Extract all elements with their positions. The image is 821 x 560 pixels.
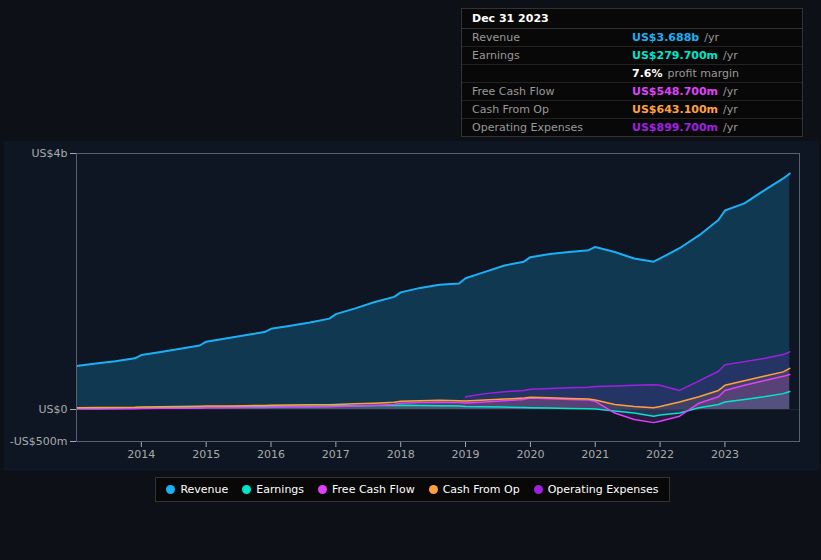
svg-text:2020: 2020 [516,448,544,461]
html-text:Free Cash Flow: Free Cash Flow [472,85,555,98]
svg-text:2019: 2019 [452,448,480,461]
html-text:Revenue: Revenue [472,31,520,44]
html-text:Earnings: Earnings [256,483,305,496]
svg-text:2023: 2023 [711,448,739,461]
html-text:US$279.700m /yr: US$279.700m /yr [632,49,738,62]
svg-text:2015: 2015 [192,448,220,461]
html-text:US$3.688b /yr: US$3.688b /yr [632,31,719,44]
html-text:Cash From Op: Cash From Op [472,103,549,116]
svg-text:-US$500m: -US$500m [10,435,68,448]
svg-text:US$4b: US$4b [31,147,67,160]
svg-text:2022: 2022 [646,448,674,461]
html-text:US$643.100m /yr: US$643.100m /yr [632,103,738,116]
html-text:Operating Expenses: Operating Expenses [472,121,583,134]
svg-text:US$0: US$0 [38,403,67,416]
svg-text:2021: 2021 [581,448,609,461]
html-text:Free Cash Flow: Free Cash Flow [332,483,415,496]
html-text:US$899.700m /yr: US$899.700m /yr [632,121,738,134]
html-text:Cash From Op: Cash From Op [442,483,520,496]
html-text:Revenue: Revenue [180,483,229,496]
html-text:US$548.700m /yr: US$548.700m /yr [632,85,738,98]
svg-text:2014: 2014 [127,448,155,461]
html-text:Earnings: Earnings [472,49,520,62]
html-text:7.6% profit margin: 7.6% profit margin [632,67,739,80]
html-text:Dec 31 2023: Dec 31 2023 [472,12,549,25]
svg-text:2017: 2017 [322,448,350,461]
svg-text:2016: 2016 [257,448,285,461]
html-text:Operating Expenses: Operating Expenses [547,483,659,496]
svg-text:2018: 2018 [387,448,415,461]
